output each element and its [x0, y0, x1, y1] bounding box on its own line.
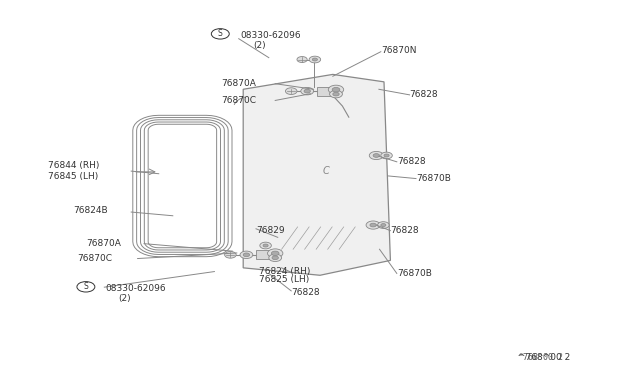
Circle shape [260, 242, 271, 249]
Text: ^768^00 2: ^768^00 2 [518, 353, 571, 362]
Circle shape [369, 151, 383, 160]
Circle shape [268, 249, 283, 258]
Circle shape [366, 221, 380, 229]
Polygon shape [243, 74, 390, 275]
Text: 76824B: 76824B [74, 206, 108, 215]
Circle shape [269, 254, 282, 262]
Text: 76825 (LH): 76825 (LH) [259, 275, 310, 284]
Text: 76828: 76828 [397, 157, 426, 166]
Text: 76844 (RH): 76844 (RH) [48, 161, 99, 170]
Circle shape [333, 92, 339, 96]
Text: 76828: 76828 [390, 226, 419, 235]
Circle shape [312, 58, 317, 61]
Text: 76870N: 76870N [381, 46, 416, 55]
Circle shape [304, 89, 310, 93]
Text: S: S [218, 29, 223, 38]
Text: 76870A: 76870A [221, 79, 255, 88]
Circle shape [272, 256, 278, 260]
Text: (2): (2) [118, 294, 131, 303]
Text: ^768^00 2: ^768^00 2 [518, 353, 563, 362]
Text: 08330-62096: 08330-62096 [240, 31, 301, 40]
Circle shape [309, 56, 321, 63]
Text: 76870C: 76870C [221, 96, 256, 105]
Circle shape [328, 85, 344, 94]
Text: S: S [83, 282, 88, 291]
Circle shape [263, 244, 268, 247]
Text: 76870A: 76870A [86, 239, 121, 248]
Circle shape [381, 224, 386, 227]
Circle shape [330, 90, 342, 98]
Text: 08330-62096: 08330-62096 [106, 284, 166, 293]
Circle shape [240, 251, 253, 259]
Bar [317, 87, 331, 96]
Text: C: C [323, 166, 330, 176]
Circle shape [271, 251, 279, 256]
Circle shape [384, 154, 389, 157]
Circle shape [370, 223, 376, 227]
Text: (2): (2) [253, 41, 266, 50]
Circle shape [332, 87, 340, 92]
Text: 76828: 76828 [410, 90, 438, 99]
Text: 76870B: 76870B [397, 269, 431, 278]
Text: 76870C: 76870C [77, 254, 112, 263]
Text: 76824 (RH): 76824 (RH) [259, 267, 310, 276]
Circle shape [243, 253, 250, 257]
Text: 76870B: 76870B [416, 174, 451, 183]
Circle shape [225, 251, 236, 258]
Circle shape [381, 152, 392, 159]
Circle shape [297, 57, 307, 62]
Circle shape [378, 222, 389, 228]
Text: 76829: 76829 [256, 226, 285, 235]
Circle shape [285, 88, 297, 94]
Circle shape [301, 87, 314, 95]
Bar [256, 250, 270, 259]
Text: 76828: 76828 [291, 288, 320, 296]
Circle shape [373, 154, 380, 157]
Text: 76845 (LH): 76845 (LH) [48, 172, 99, 181]
